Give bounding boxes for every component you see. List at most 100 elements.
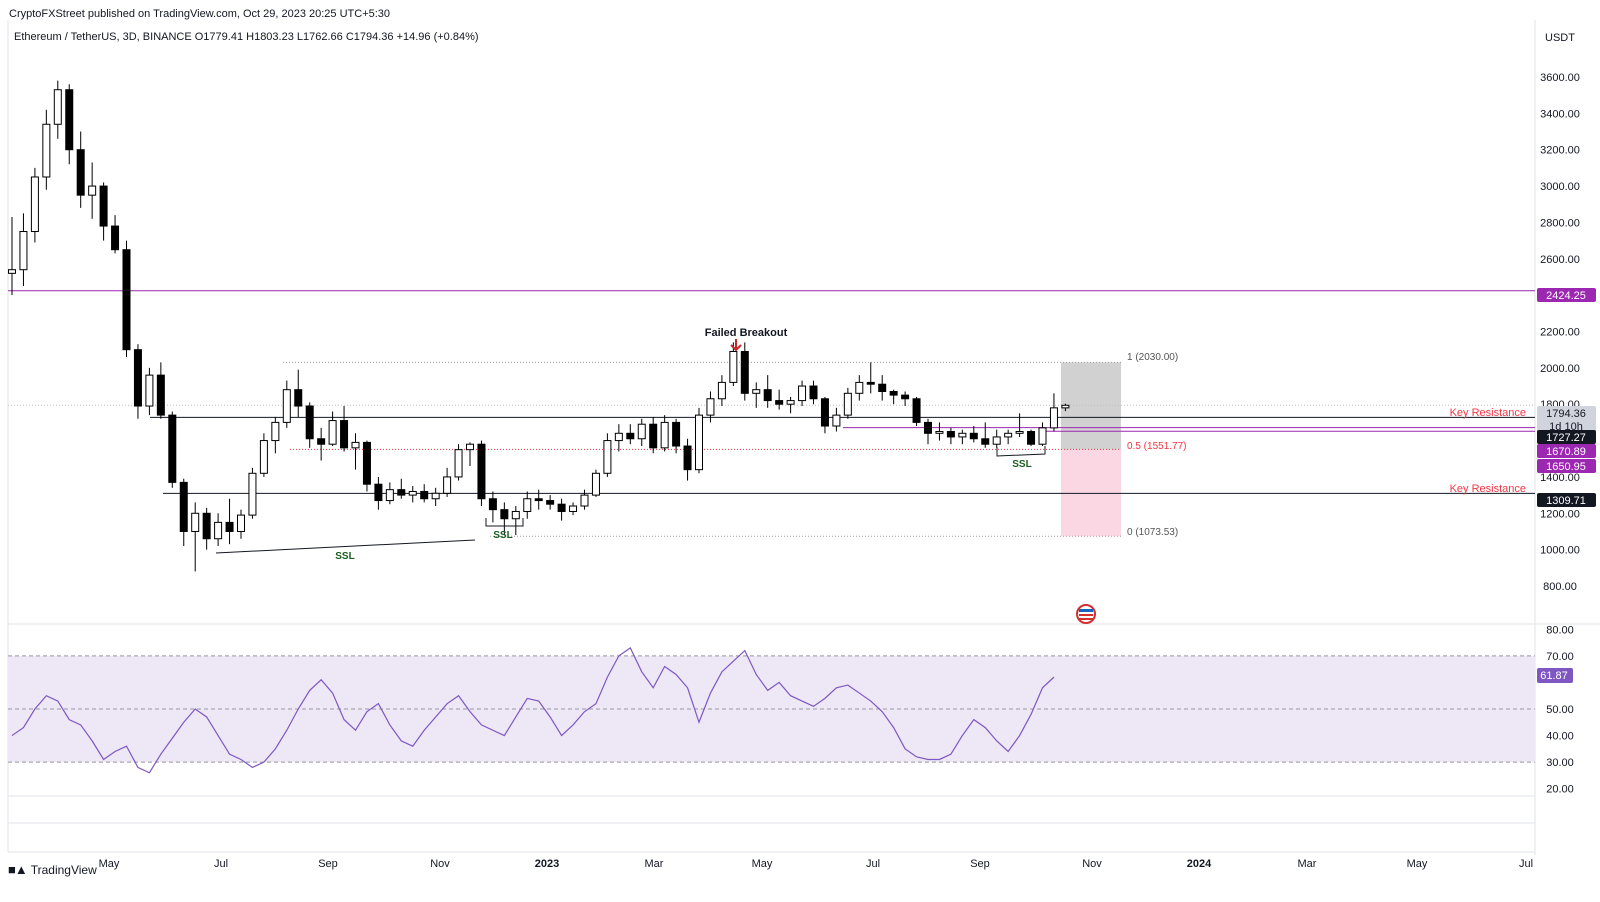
candle[interactable] <box>53 80 62 139</box>
candle[interactable] <box>1061 403 1070 412</box>
candle[interactable] <box>958 429 967 445</box>
candle[interactable] <box>168 411 177 488</box>
candle[interactable] <box>1027 429 1036 447</box>
candle[interactable] <box>672 418 681 454</box>
candle[interactable] <box>340 406 349 452</box>
candle[interactable] <box>19 213 28 287</box>
candle[interactable] <box>546 495 555 510</box>
candle[interactable] <box>798 380 807 407</box>
candle[interactable] <box>214 513 223 547</box>
candle[interactable] <box>901 391 910 407</box>
candle[interactable] <box>729 342 738 387</box>
candle[interactable] <box>385 482 394 505</box>
candle[interactable] <box>603 433 612 477</box>
candle[interactable] <box>534 489 543 510</box>
candle[interactable] <box>466 442 474 467</box>
candle[interactable] <box>660 415 669 452</box>
candle[interactable] <box>362 440 371 492</box>
candle[interactable] <box>580 489 589 510</box>
candle[interactable] <box>99 182 108 241</box>
candle[interactable] <box>397 478 406 499</box>
candle[interactable] <box>969 426 978 443</box>
candle[interactable] <box>683 438 692 481</box>
candle[interactable] <box>500 502 509 536</box>
candle[interactable] <box>637 418 646 447</box>
candle[interactable] <box>523 491 532 519</box>
candle[interactable] <box>1038 422 1047 447</box>
candle[interactable] <box>374 476 383 510</box>
candle[interactable] <box>775 389 784 410</box>
candle[interactable] <box>179 478 188 547</box>
candle[interactable] <box>1004 429 1013 445</box>
candle[interactable] <box>294 369 303 417</box>
candle[interactable] <box>1015 413 1024 437</box>
candle[interactable] <box>202 507 211 550</box>
candle[interactable] <box>855 375 864 401</box>
candle[interactable] <box>225 498 234 545</box>
candle[interactable] <box>649 416 658 454</box>
candle[interactable] <box>191 502 200 572</box>
candle[interactable] <box>1049 393 1058 432</box>
candle[interactable] <box>351 433 360 470</box>
candle[interactable] <box>408 486 417 503</box>
candle[interactable] <box>786 396 795 414</box>
candle[interactable] <box>740 342 749 401</box>
candle[interactable] <box>695 407 703 474</box>
candle[interactable] <box>65 84 74 165</box>
candle[interactable] <box>763 375 772 408</box>
tradingview-brand[interactable]: ■▲ TradingView <box>8 862 97 877</box>
candle[interactable] <box>317 427 326 461</box>
candle[interactable] <box>431 487 440 507</box>
candle[interactable] <box>752 382 761 408</box>
candle[interactable] <box>511 506 520 536</box>
candle[interactable] <box>88 162 97 219</box>
candle[interactable] <box>981 422 990 448</box>
candle[interactable] <box>809 380 818 405</box>
candle[interactable] <box>76 131 85 208</box>
rsi-line[interactable] <box>11 647 1055 774</box>
x-tick-label: Jul <box>866 858 880 870</box>
candle[interactable] <box>912 396 921 427</box>
candle[interactable] <box>237 509 245 539</box>
candle[interactable] <box>122 240 131 357</box>
candle[interactable] <box>111 215 120 254</box>
candle[interactable] <box>156 362 165 419</box>
candle[interactable] <box>477 440 486 507</box>
candle[interactable] <box>30 167 39 243</box>
candle[interactable] <box>271 416 280 454</box>
candle[interactable] <box>454 444 463 481</box>
candle[interactable] <box>832 407 841 432</box>
candle[interactable] <box>145 367 154 416</box>
candle[interactable] <box>717 375 726 407</box>
candle[interactable] <box>305 402 314 448</box>
candle[interactable] <box>282 380 291 428</box>
candle-body <box>591 472 600 496</box>
candle[interactable] <box>706 391 715 423</box>
candle[interactable] <box>443 467 452 497</box>
candle[interactable] <box>557 498 566 521</box>
candle[interactable] <box>866 362 875 394</box>
candle[interactable] <box>614 424 623 452</box>
candle[interactable] <box>843 387 852 419</box>
candle[interactable] <box>259 433 268 477</box>
candle[interactable] <box>133 344 142 419</box>
candle[interactable] <box>889 389 898 405</box>
candle[interactable] <box>420 484 429 503</box>
candle[interactable] <box>248 467 257 519</box>
candle[interactable] <box>946 427 955 445</box>
candle[interactable] <box>569 502 578 516</box>
candle[interactable] <box>8 216 16 296</box>
candle[interactable] <box>820 396 829 434</box>
candle[interactable] <box>328 411 337 447</box>
candle[interactable] <box>591 469 600 497</box>
candle[interactable] <box>924 418 932 445</box>
candle[interactable] <box>626 424 635 445</box>
candle[interactable] <box>42 109 51 190</box>
candle[interactable] <box>992 429 1001 448</box>
symbol-legend[interactable]: Ethereum / TetherUS, 3D, BINANCE O1779.4… <box>14 31 479 43</box>
candle[interactable] <box>935 422 944 441</box>
price-tag: 1727.27 <box>1537 430 1596 444</box>
candle[interactable] <box>488 491 497 523</box>
candle[interactable] <box>878 375 887 401</box>
